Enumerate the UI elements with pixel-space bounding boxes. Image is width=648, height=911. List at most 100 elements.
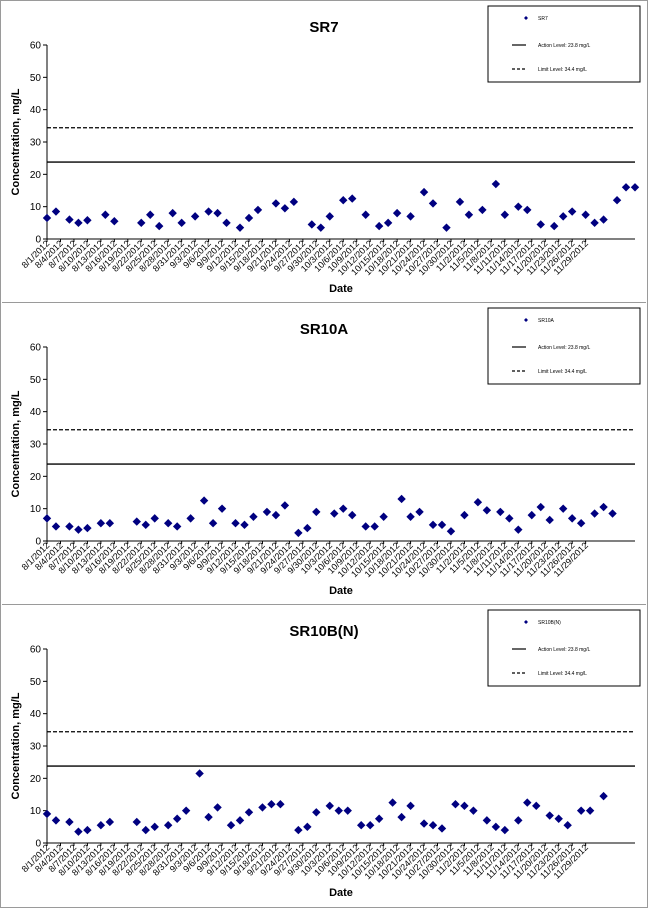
data-point [576, 806, 586, 815]
chart-title: SR10B(N) [289, 623, 358, 640]
data-point [276, 800, 285, 809]
data-point [563, 821, 572, 830]
data-point [303, 822, 312, 832]
data-point [267, 800, 276, 809]
data-point [514, 525, 523, 534]
data-point [473, 498, 483, 507]
y-tick-label: 50 [30, 73, 42, 84]
data-point [235, 223, 245, 232]
data-point [550, 221, 559, 231]
data-point [146, 210, 155, 219]
data-point [280, 204, 290, 213]
data-point [271, 199, 281, 208]
data-point [101, 210, 110, 219]
data-point [388, 798, 397, 807]
data-point [599, 215, 608, 224]
data-point [415, 507, 424, 517]
data-point [42, 213, 52, 223]
data-point [608, 509, 617, 518]
data-point [172, 814, 182, 823]
data-point [150, 822, 159, 832]
legend-label: Action Level: 23.8 mg/L [538, 345, 590, 351]
data-point [545, 811, 554, 820]
data-point [523, 205, 532, 215]
data-point [307, 220, 317, 229]
y-tick-label: 30 [30, 742, 42, 753]
legend: SR10B(N) Action Level: 23.8 mg/L Limit Lev… [487, 609, 641, 687]
data-point [303, 523, 312, 533]
data-point [195, 769, 204, 778]
data-point [365, 821, 375, 830]
data-point [83, 825, 92, 835]
y-tick-label: 30 [30, 440, 42, 451]
data-point [312, 808, 321, 817]
data-point [249, 512, 258, 521]
y-tick-label: 10 [30, 504, 42, 515]
data-point [621, 183, 631, 192]
data-point [397, 812, 406, 822]
data-point [500, 210, 510, 219]
data-point [312, 507, 321, 517]
data-point [235, 816, 245, 825]
y-axis-label: Concentration, mg/L [10, 88, 22, 195]
y-tick-label: 60 [30, 343, 42, 354]
chart-sr10b-n: SR10B(N)01020304050608/1/20128/4/20128/7… [10, 609, 641, 899]
data-point [339, 504, 348, 513]
y-tick-label: 30 [30, 138, 42, 149]
data-point [262, 507, 272, 517]
data-point [294, 528, 303, 538]
data-point [437, 520, 447, 530]
chart-panel-sr7: SR7 0 10 20 30 40 50 60 8/1/2012 8/4/2012 8/7/2012… [2, 1, 646, 303]
legend-label: Action Level: 23.8 mg/L [538, 43, 590, 49]
data-point [190, 212, 200, 221]
chart-title: SR7 [309, 19, 338, 36]
data-point [514, 202, 523, 211]
legend-marker [524, 318, 528, 322]
data-point [177, 218, 186, 228]
data-point [42, 514, 52, 523]
data-point [451, 800, 460, 809]
data-point [500, 825, 510, 835]
data-point [469, 806, 478, 815]
data-point [132, 517, 141, 526]
data-point [370, 522, 379, 531]
data-point [65, 817, 74, 827]
data-point [505, 514, 514, 523]
data-point [199, 496, 209, 505]
data-point [213, 803, 222, 812]
data-point [253, 205, 263, 215]
data-point [96, 821, 106, 830]
data-point [141, 825, 150, 835]
data-point [446, 527, 456, 536]
data-point [110, 217, 119, 226]
y-tick-label: 40 [30, 709, 42, 720]
data-point [226, 821, 236, 830]
data-point [361, 210, 370, 219]
y-tick-label: 10 [30, 806, 42, 817]
y-tick-label: 0 [35, 235, 41, 246]
data-point [172, 522, 182, 531]
data-point [51, 816, 61, 825]
data-point [455, 197, 465, 207]
data-point [567, 514, 577, 523]
y-tick-label: 50 [30, 677, 42, 688]
data-point [289, 197, 299, 207]
data-point [527, 510, 536, 520]
chart-sr10a: SR10A01020304050608/1/20128/4/20128/7/20… [10, 307, 641, 597]
data-point [105, 519, 115, 528]
data-point [374, 221, 384, 231]
data-point [204, 812, 213, 822]
data-point [460, 801, 469, 811]
data-point [150, 514, 159, 523]
data-point [271, 510, 281, 520]
y-tick-label: 60 [30, 645, 42, 656]
data-point [74, 827, 83, 836]
data-point [523, 798, 532, 807]
data-point [348, 194, 357, 203]
legend-label: SR10B(N) [538, 620, 561, 626]
data-point [356, 821, 366, 830]
data-point [392, 208, 402, 218]
x-axis-label: Date [329, 887, 353, 899]
data-point [383, 218, 393, 228]
